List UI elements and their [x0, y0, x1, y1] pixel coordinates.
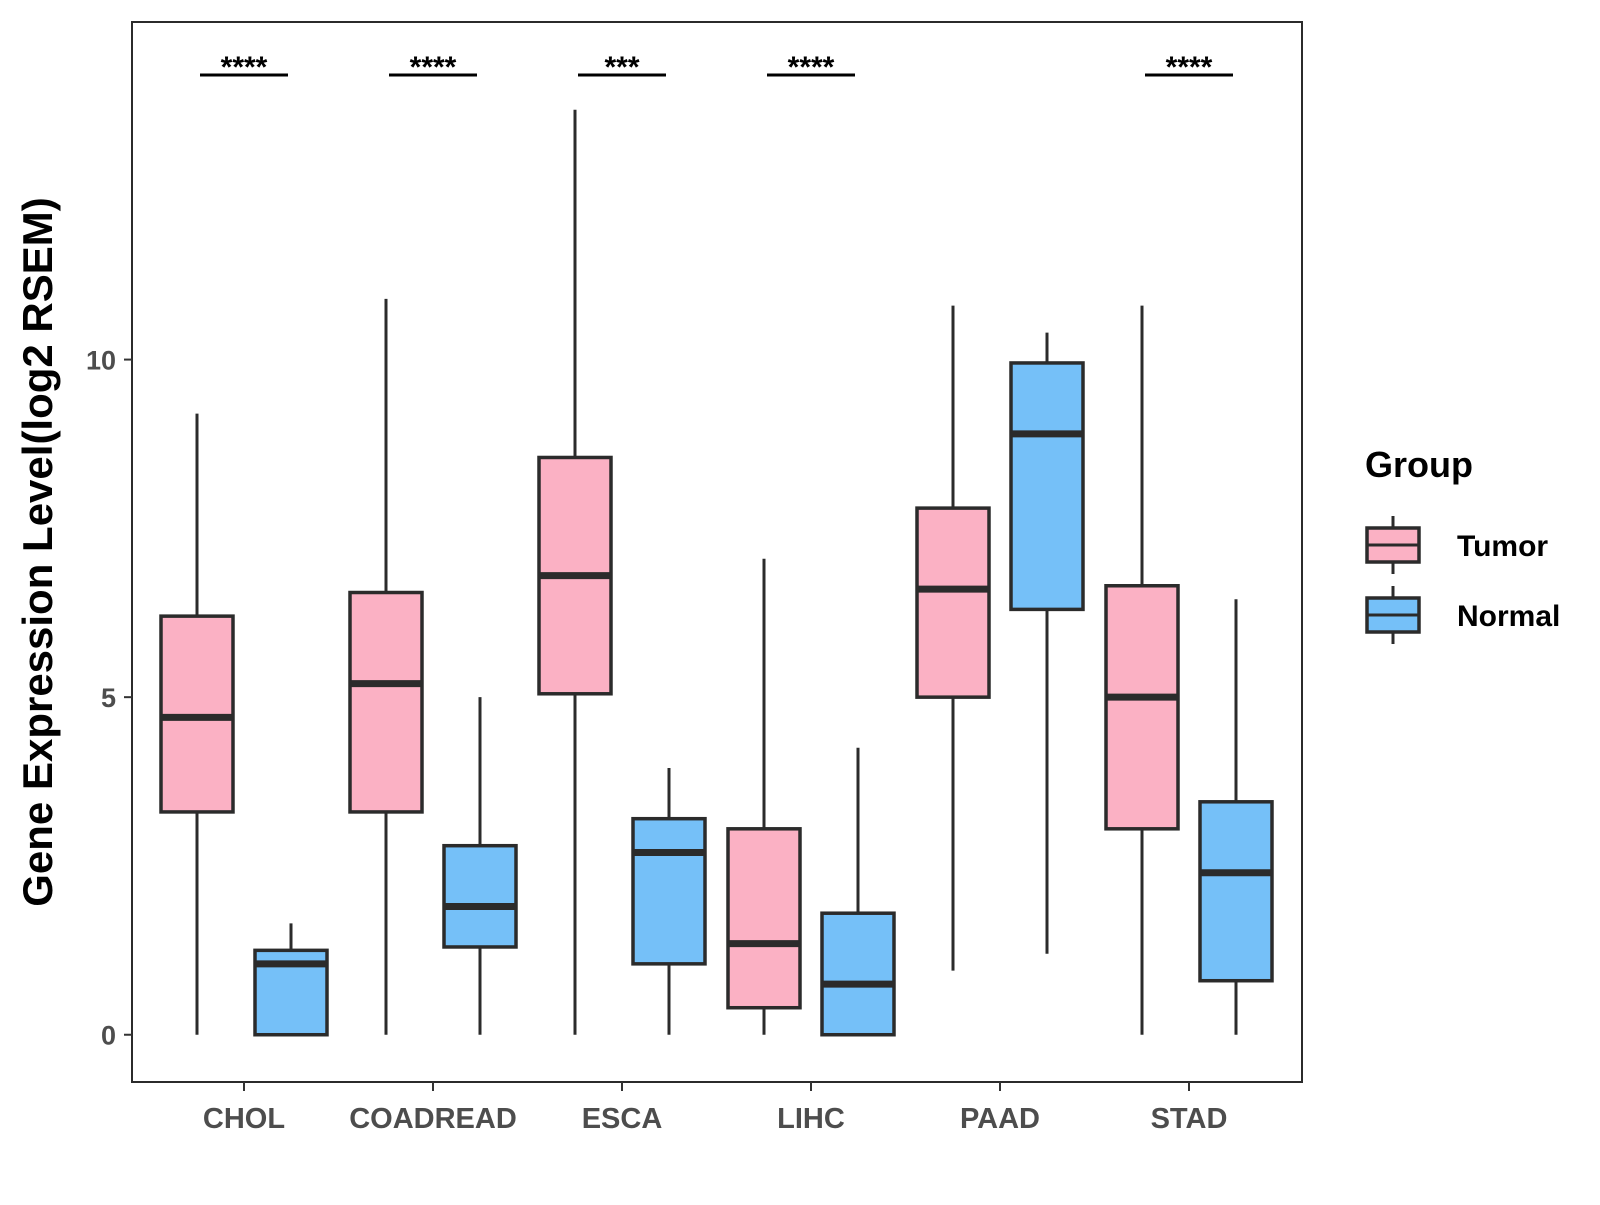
plot-panel-border	[131, 21, 1303, 1083]
significance-label-chol: ****	[221, 51, 268, 84]
x-tick-label-chol: CHOL	[203, 1103, 285, 1135]
axes: 0 5 10 CHOL COADREAD ESCA LIHC PAAD STAD	[86, 21, 1303, 1135]
box-tumor-paad	[915, 305, 991, 971]
legend-title: Group	[1365, 444, 1473, 485]
x-tick-label-paad: PAAD	[960, 1103, 1040, 1135]
box-body	[1198, 800, 1274, 983]
significance-label-stad: ****	[1166, 51, 1213, 84]
box-normal-chol	[253, 923, 329, 1037]
significance-label-lihc: ****	[788, 51, 835, 84]
box-normal-coadread	[442, 697, 518, 1035]
x-tick-label-lihc: LIHC	[777, 1103, 845, 1135]
significance-label-esca: ***	[604, 51, 639, 84]
box-body	[726, 827, 802, 1010]
box-body	[348, 590, 424, 814]
y-axis-title: Gene Expression Level(log2 RSEM)	[14, 197, 61, 907]
legend-item-tumor: Tumor	[1365, 516, 1548, 574]
box-normal-stad	[1198, 599, 1274, 1035]
box-body	[1104, 584, 1180, 831]
box-body	[1009, 361, 1085, 612]
significance-label-coadread: ****	[410, 51, 457, 84]
box-body	[442, 843, 518, 949]
y-tick-label-5: 5	[101, 683, 116, 713]
legend-label-normal: Normal	[1457, 600, 1560, 633]
legend: Group Tumor Normal	[1365, 444, 1560, 644]
box-normal-paad	[1009, 332, 1085, 954]
y-tick-label-10: 10	[86, 346, 116, 376]
x-tick-label-esca: ESCA	[582, 1103, 663, 1135]
plot-area: **** **** *** **** ****	[159, 51, 1274, 1037]
x-tick-label-coadread: COADREAD	[349, 1103, 517, 1135]
box-body	[631, 816, 707, 966]
y-tick-label-0: 0	[101, 1021, 116, 1051]
box-tumor-chol	[159, 413, 235, 1035]
box-normal-lihc	[820, 747, 896, 1037]
box-body	[820, 911, 896, 1037]
x-tick-label-stad: STAD	[1151, 1103, 1228, 1135]
box-normal-esca	[631, 768, 707, 1035]
box-tumor-stad	[1104, 305, 1180, 1035]
legend-item-normal: Normal	[1365, 586, 1560, 644]
box-tumor-coadread	[348, 298, 424, 1035]
box-tumor-lihc	[726, 558, 802, 1035]
box-body	[915, 506, 991, 699]
legend-label-tumor: Tumor	[1457, 530, 1548, 563]
box-tumor-esca	[537, 109, 613, 1035]
